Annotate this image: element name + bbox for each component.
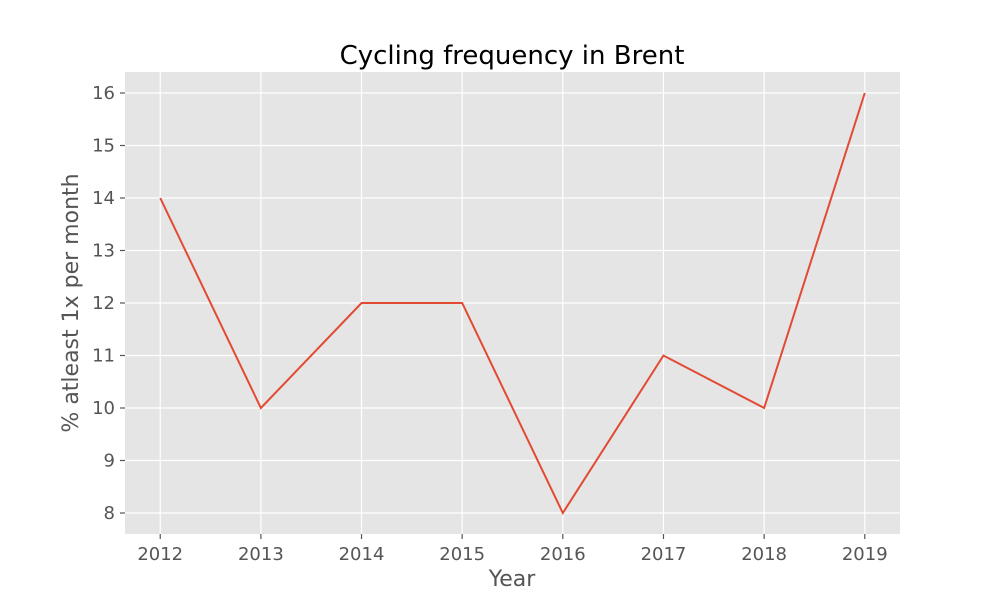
x-tick-label: 2018 (741, 544, 787, 565)
x-tick-label: 2016 (540, 544, 586, 565)
x-tick-label: 2012 (137, 544, 183, 565)
y-tick-label: 9 (104, 451, 115, 472)
series-layer (159, 92, 866, 516)
y-tick-label: 11 (92, 346, 115, 367)
y-tick-label: 12 (92, 293, 115, 314)
y-tick-label: 13 (92, 241, 115, 262)
y-tick-label: 15 (92, 136, 115, 157)
y-tick-label: 16 (92, 83, 115, 104)
axis-ticks: 2012 2013 2014 2015 2016 2017 2018 2019 8 9 10 11 12… (92, 83, 888, 565)
x-tick-label: 2015 (439, 544, 485, 565)
x-tick-label: 2013 (238, 544, 284, 565)
y-tick-label: 8 (104, 503, 115, 524)
x-tick-label: 2019 (842, 544, 888, 565)
chart-title: Cycling frequency in Brent (340, 41, 685, 71)
y-tick-label: 10 (92, 398, 115, 419)
y-tick-label: 14 (92, 188, 115, 209)
series-line (159, 92, 866, 516)
y-axis-label: % atleast 1x per month (59, 173, 84, 432)
x-axis-label: Year (488, 567, 537, 592)
x-tick-label: 2014 (339, 544, 385, 565)
x-tick-label: 2017 (641, 544, 687, 565)
